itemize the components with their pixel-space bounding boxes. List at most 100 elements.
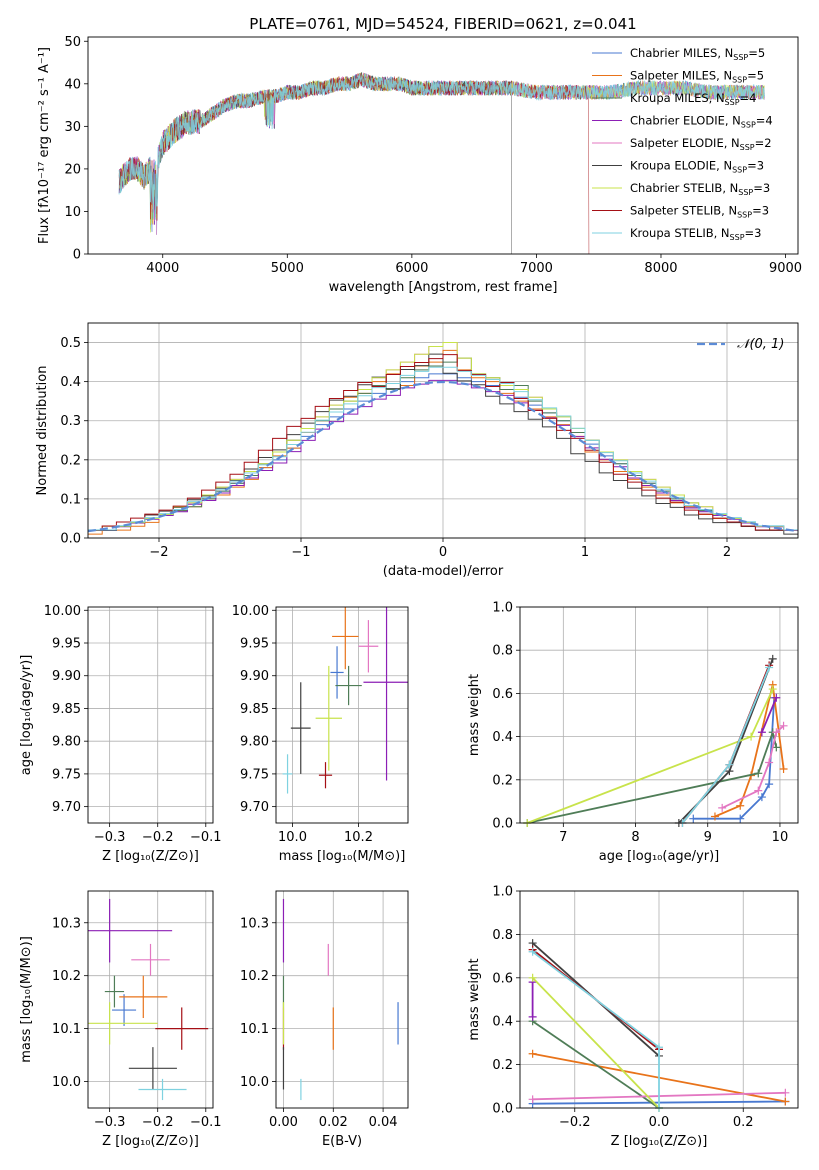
x-tick-label: −0.3: [94, 830, 126, 845]
y-tick-label: 9.90: [240, 669, 269, 684]
panel-4: 10.0 10.2 9.70 9.75 9.80 9.85 9.90 9.95 10.00 mas…: [232, 604, 409, 864]
x-tick-label: 2: [723, 545, 731, 560]
x-tick-label: −0.3: [94, 1115, 126, 1130]
axes-frame: [519, 606, 799, 824]
x-tick-label: 8000: [644, 261, 677, 276]
x-tick-label: 0.04: [369, 1115, 398, 1130]
y-tick-label: 0.8: [492, 644, 513, 659]
y-tick-label: 0.3: [60, 414, 81, 429]
mass-weight-line: [532, 951, 660, 1108]
y-tick-label: 10.00: [44, 604, 81, 619]
y-tick-label: 9.90: [52, 669, 81, 684]
y-tick-label: 0.1: [60, 492, 81, 507]
x-axis-label: Z [log₁₀(Z/Z⊙)]: [102, 1134, 199, 1149]
x-tick-label: 10.2: [344, 830, 373, 845]
x-tick-label: 0.00: [269, 1115, 298, 1130]
y-tick-label: 10.2: [52, 969, 81, 984]
point-marker: [757, 793, 766, 802]
y-tick-label: 0.0: [492, 817, 513, 832]
y-tick-label: 0.4: [492, 1015, 513, 1030]
point-marker: [710, 812, 719, 821]
x-tick-label: 4000: [146, 261, 179, 276]
mass-weight-line: [761, 697, 778, 733]
axes-frame: [87, 606, 214, 824]
y-tick-label: 50: [64, 35, 81, 50]
x-tick-label: 0.02: [319, 1115, 348, 1130]
histogram-step: [88, 366, 798, 531]
x-tick-label: 5000: [271, 261, 304, 276]
x-tick-label: 0.2: [733, 1115, 754, 1130]
legend-label: Salpeter MILES, NSSP=5: [630, 69, 764, 85]
y-tick-label: 0.2: [492, 773, 513, 788]
y-tick-label: 0.2: [60, 453, 81, 468]
y-tick-label: 0.6: [492, 971, 513, 986]
panel-6: −0.3 −0.2 −0.1 10.0 10.1 10.2 10.3 Z [log₁₀(Z/Z…: [19, 890, 222, 1149]
x-axis-label: E(B-V): [322, 1134, 362, 1149]
axes-frame: [87, 36, 799, 255]
point-marker: [772, 728, 781, 737]
x-tick-label: −2: [149, 545, 168, 560]
point-marker: [768, 685, 777, 694]
y-tick-label: 10.0: [52, 1075, 81, 1090]
legend-label: Kroupa STELIB, NSSP=3: [630, 226, 761, 242]
spectrum-line: [118, 73, 590, 254]
legend-label: Salpeter STELIB, NSSP=3: [630, 204, 769, 220]
x-tick-label: 0: [439, 545, 447, 560]
x-axis-label: mass [log₁₀(M/M⊙)]: [279, 849, 406, 864]
point-marker: [528, 1095, 537, 1104]
legend-label: Chabrier STELIB, NSSP=3: [630, 181, 770, 197]
panel-5: 7 8 9 10 0.0 0.2 0.4 0.6 0.8 1.0 age [log₁₀(age/yr…: [467, 601, 799, 864]
mass-weight-line: [681, 667, 770, 823]
point-marker: [781, 1097, 790, 1106]
y-axis-label: mass [log₁₀(M/M⊙)]: [19, 936, 34, 1063]
y-tick-label: 0.2: [492, 1058, 513, 1073]
y-tick-label: 0.0: [492, 1102, 513, 1117]
panel-8: −0.2 0.0 0.2 0.0 0.2 0.4 0.6 0.8 1.0 Z [log₁₀(Z/Z…: [467, 885, 799, 1149]
y-tick-label: 0.4: [60, 375, 81, 390]
mass-weight-line: [532, 1020, 660, 1108]
y-tick-label: 30: [64, 120, 81, 135]
x-tick-label: 7000: [520, 261, 553, 276]
panel-3: −0.3 −0.2 −0.1 9.70 9.75 9.80 9.85 9.90 9.95 10.0…: [19, 604, 222, 864]
point-marker: [765, 758, 774, 767]
y-axis-label: mass weight: [467, 958, 482, 1040]
y-tick-label: 9.95: [240, 637, 269, 652]
x-tick-label: −0.2: [142, 830, 174, 845]
point-marker: [689, 814, 698, 823]
x-tick-label: 0.0: [649, 1115, 670, 1130]
x-tick-label: −0.2: [142, 1115, 174, 1130]
axes-frame: [275, 890, 409, 1109]
legend-label: Chabrier ELODIE, NSSP=4: [630, 114, 773, 130]
point-marker: [528, 947, 537, 956]
y-axis-label: mass weight: [467, 674, 482, 756]
x-tick-label: 8: [631, 830, 639, 845]
panel-1: 4000 5000 6000 7000 8000 9000 0 10 20 30 40 50 wavel…: [37, 15, 802, 295]
axes-frame: [275, 606, 409, 824]
x-tick-label: 10: [772, 830, 789, 845]
y-tick-label: 10.3: [240, 916, 269, 931]
x-tick-label: −1: [291, 545, 310, 560]
x-axis-label: Z [log₁₀(Z/Z⊙)]: [102, 849, 199, 864]
legend: Chabrier MILES, NSSP=5 Salpeter MILES, NS…: [592, 46, 773, 242]
panel-2: −2 −1 0 1 2 0.0 0.1 0.2 0.3 0.4 0.5 (data-model)/er…: [35, 322, 799, 579]
x-tick-label: 7: [559, 830, 567, 845]
x-tick-label: −0.1: [190, 830, 222, 845]
x-axis-label: wavelength [Angstrom, rest frame]: [329, 280, 558, 295]
point-marker: [655, 1043, 663, 1052]
x-tick-label: 1: [581, 545, 589, 560]
point-marker: [528, 1012, 537, 1021]
x-tick-label: 6000: [395, 261, 428, 276]
y-tick-label: 0.4: [492, 730, 513, 745]
x-tick-label: 10.0: [278, 830, 307, 845]
point-marker: [757, 728, 766, 737]
y-tick-label: 0.6: [492, 687, 513, 702]
y-tick-label: 20: [64, 162, 81, 177]
legend-label: Chabrier MILES, NSSP=5: [630, 46, 765, 62]
mass-weight-line: [531, 977, 660, 1108]
y-axis-label: age [log₁₀(age/yr)]: [19, 655, 34, 776]
point-marker: [754, 769, 763, 778]
axes-frame: [87, 890, 214, 1109]
point-marker: [772, 743, 781, 752]
legend-label: Salpeter ELODIE, NSSP=2: [630, 136, 772, 152]
